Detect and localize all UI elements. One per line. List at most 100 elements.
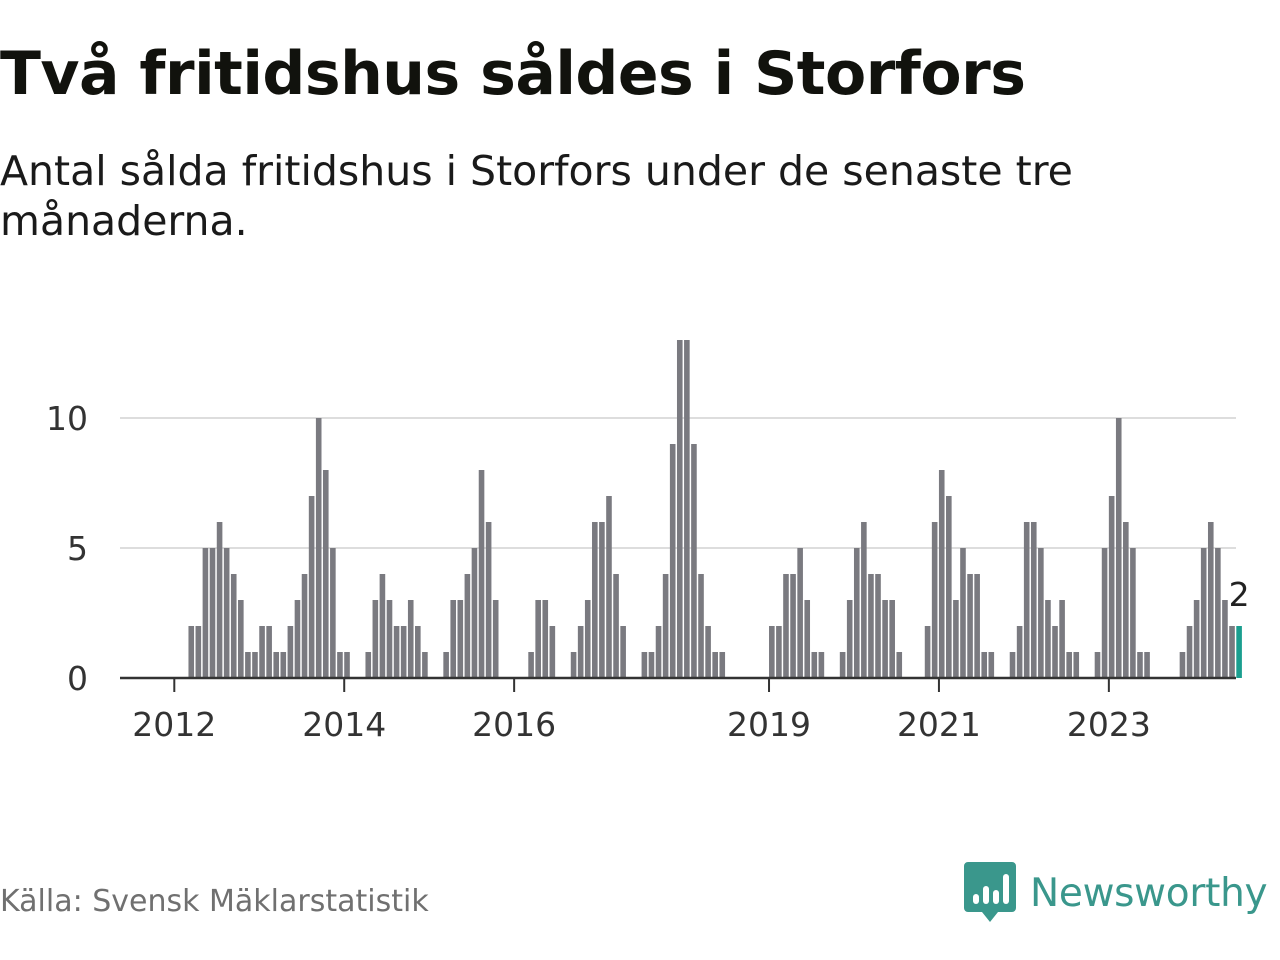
bar bbox=[1016, 626, 1023, 678]
bar bbox=[846, 600, 853, 678]
bar bbox=[365, 652, 372, 678]
bar bbox=[981, 652, 988, 678]
bar bbox=[443, 652, 449, 678]
bar bbox=[584, 600, 591, 678]
bar bbox=[294, 600, 301, 678]
bar bbox=[1144, 652, 1150, 678]
data-labels: 2 bbox=[1226, 573, 1252, 617]
bar bbox=[599, 522, 605, 678]
bar bbox=[202, 548, 209, 678]
bar bbox=[953, 600, 959, 678]
bar bbox=[1094, 652, 1101, 678]
bar bbox=[422, 652, 428, 678]
bar bbox=[407, 600, 414, 678]
bar bbox=[1101, 548, 1108, 678]
bar bbox=[1179, 652, 1186, 678]
chart-title: Två fritidshus såldes i Storfors bbox=[0, 39, 1026, 109]
bar bbox=[931, 522, 938, 678]
brand-logo[interactable]: Newsworthy bbox=[964, 862, 1268, 924]
bar bbox=[797, 548, 803, 678]
x-tick-label: 2021 bbox=[897, 705, 981, 744]
bar bbox=[485, 522, 492, 678]
bar bbox=[691, 444, 697, 678]
bar bbox=[379, 574, 386, 678]
bar bbox=[223, 548, 230, 678]
bar bbox=[216, 522, 223, 678]
bar bbox=[882, 600, 888, 678]
bar bbox=[188, 626, 195, 678]
bar bbox=[330, 548, 336, 678]
bar bbox=[337, 652, 343, 678]
bar bbox=[535, 600, 541, 678]
bar bbox=[308, 496, 315, 678]
bar bbox=[252, 652, 258, 678]
bar bbox=[776, 626, 782, 678]
bar bbox=[315, 418, 322, 678]
bar bbox=[811, 652, 818, 678]
x-tick-label: 2023 bbox=[1067, 705, 1151, 744]
bar bbox=[719, 652, 726, 678]
bar bbox=[209, 548, 216, 678]
bar bbox=[415, 626, 421, 678]
y-tick-label: 0 bbox=[67, 659, 88, 698]
bar bbox=[861, 522, 867, 678]
bar bbox=[1023, 522, 1030, 678]
bar bbox=[1045, 600, 1051, 678]
bar bbox=[613, 574, 619, 678]
bar bbox=[592, 522, 598, 678]
bar bbox=[868, 574, 874, 678]
bar bbox=[1207, 522, 1214, 678]
bar bbox=[818, 652, 825, 678]
bar bbox=[875, 574, 881, 678]
bar bbox=[974, 574, 980, 678]
bar bbox=[386, 600, 393, 678]
bar bbox=[705, 626, 711, 678]
bar bbox=[344, 652, 350, 678]
bar bbox=[1193, 600, 1200, 678]
bar bbox=[1200, 548, 1207, 678]
bar bbox=[287, 626, 294, 678]
bar bbox=[853, 548, 860, 678]
bar bbox=[238, 600, 244, 678]
bar bbox=[266, 626, 272, 678]
bar bbox=[804, 600, 811, 678]
bar bbox=[839, 652, 846, 678]
bar bbox=[1073, 652, 1080, 678]
bar bbox=[967, 574, 973, 678]
bar bbox=[464, 574, 471, 678]
x-tick-label: 2019 bbox=[727, 705, 811, 744]
newsworthy-logo-icon bbox=[964, 862, 1016, 922]
bar bbox=[471, 548, 478, 678]
bar bbox=[259, 626, 265, 678]
bar bbox=[492, 600, 499, 678]
bar bbox=[896, 652, 903, 678]
bar bbox=[372, 600, 379, 678]
y-tick-label: 5 bbox=[67, 529, 88, 568]
bar bbox=[478, 470, 485, 678]
bar bbox=[1009, 652, 1016, 678]
bar bbox=[195, 626, 202, 678]
bar bbox=[769, 626, 775, 678]
bar bbox=[889, 600, 895, 678]
bars bbox=[188, 340, 1242, 678]
bar bbox=[938, 470, 945, 678]
bar bbox=[322, 470, 329, 678]
bar bbox=[457, 600, 464, 678]
bar bbox=[988, 652, 995, 678]
x-tick-label: 2016 bbox=[472, 705, 556, 744]
bar bbox=[570, 652, 577, 678]
bar bbox=[1066, 652, 1072, 678]
last-value-label: 2 bbox=[1229, 575, 1250, 614]
bar bbox=[960, 548, 966, 678]
bar bbox=[1059, 600, 1065, 678]
x-tick-label: 2014 bbox=[302, 705, 386, 744]
bar bbox=[676, 340, 683, 678]
bar bbox=[620, 626, 626, 678]
bar bbox=[450, 600, 457, 678]
y-tick-label: 10 bbox=[46, 399, 88, 438]
bar bbox=[1186, 626, 1193, 678]
bar-chart: 0 5 10 2012 2014 2016 2019 2021 2023 2 bbox=[46, 340, 1252, 744]
bar bbox=[542, 600, 549, 678]
bar bbox=[280, 652, 287, 678]
bar bbox=[1052, 626, 1058, 678]
